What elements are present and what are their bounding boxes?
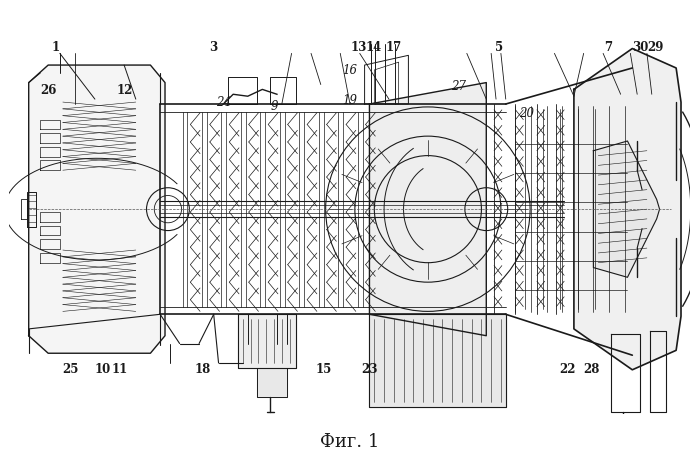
Polygon shape bbox=[29, 65, 165, 353]
Text: 27: 27 bbox=[451, 80, 466, 93]
Text: 13: 13 bbox=[350, 41, 366, 54]
Text: 11: 11 bbox=[112, 363, 129, 376]
Text: 23: 23 bbox=[361, 363, 378, 376]
Text: 7: 7 bbox=[604, 41, 612, 54]
Text: 30: 30 bbox=[633, 41, 649, 54]
Text: Фиг. 1: Фиг. 1 bbox=[320, 433, 379, 451]
Text: 12: 12 bbox=[117, 84, 133, 97]
Text: 22: 22 bbox=[559, 363, 575, 376]
Polygon shape bbox=[574, 48, 681, 370]
Text: 26: 26 bbox=[41, 84, 57, 97]
Text: 16: 16 bbox=[342, 63, 357, 77]
Text: 28: 28 bbox=[583, 363, 599, 376]
Text: 29: 29 bbox=[647, 41, 664, 54]
Polygon shape bbox=[370, 314, 506, 407]
Text: 18: 18 bbox=[195, 363, 211, 376]
Polygon shape bbox=[370, 83, 487, 336]
Text: 10: 10 bbox=[95, 363, 111, 376]
Text: 19: 19 bbox=[342, 94, 357, 107]
Text: 14: 14 bbox=[365, 41, 382, 54]
Text: 9: 9 bbox=[271, 101, 278, 113]
Polygon shape bbox=[257, 368, 287, 397]
Text: 3: 3 bbox=[209, 41, 217, 54]
Text: 5: 5 bbox=[495, 41, 503, 54]
Text: 20: 20 bbox=[519, 107, 534, 119]
Text: 24: 24 bbox=[216, 96, 231, 110]
Polygon shape bbox=[593, 141, 660, 277]
Text: 15: 15 bbox=[315, 363, 332, 376]
Text: 25: 25 bbox=[62, 363, 79, 376]
Text: 17: 17 bbox=[386, 41, 402, 54]
Polygon shape bbox=[238, 314, 296, 368]
Text: 1: 1 bbox=[52, 41, 59, 54]
